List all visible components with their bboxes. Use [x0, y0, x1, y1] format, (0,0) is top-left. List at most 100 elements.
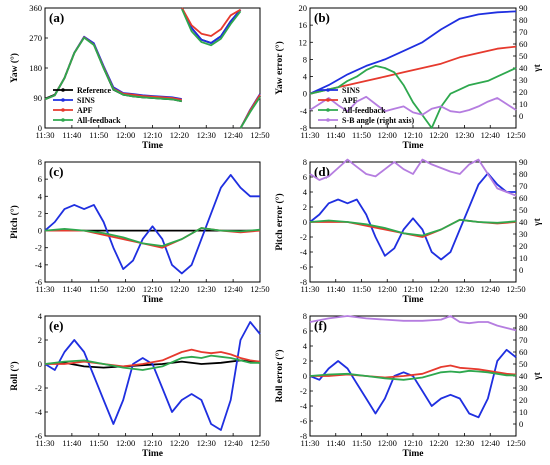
- series-line-sins: [309, 348, 517, 419]
- y-right-tick-label: 10: [519, 407, 528, 417]
- legend-label-s-b-angle-right-axis: S-B angle (right axis): [342, 116, 415, 125]
- x-tick-label: 11:40: [326, 284, 345, 294]
- x-tick-label: 12:20: [429, 284, 448, 294]
- y-right-tick-label: 0: [519, 419, 523, 429]
- y-tick-label: 0: [38, 226, 42, 236]
- x-tick-label: 12:40: [223, 130, 242, 140]
- x-tick-label: 11:30: [300, 284, 319, 294]
- y-tick-label: -8: [300, 431, 307, 441]
- y-tick-label: 8: [38, 157, 42, 167]
- legend-marker-all-feedback: [61, 118, 65, 122]
- y-tick-label: -4: [300, 247, 308, 257]
- y-right-tick-label: 20: [519, 241, 528, 251]
- y-right-tick-label: 60: [519, 193, 528, 203]
- y-tick-label: 8: [303, 157, 307, 167]
- y-tick-label: 6: [303, 326, 307, 336]
- x-tick-label: 12:50: [506, 438, 525, 448]
- x-axis-title: Time: [142, 295, 163, 305]
- x-tick-label: 12:30: [197, 130, 216, 140]
- y-tick-label: 6: [38, 174, 42, 184]
- y-tick-label: -2: [300, 386, 307, 396]
- y-tick-label: 2: [303, 202, 307, 212]
- panel-d-label: (d): [314, 164, 330, 179]
- y-axis-title: Roll (°): [9, 361, 20, 390]
- y-right-tick-label: 60: [519, 347, 528, 357]
- panel-b: 11:30 11:40 11:50 12:00 12:10 12:20 12:30 12:40…: [274, 3, 543, 151]
- panel-b-label: (b): [314, 10, 330, 25]
- x-tick-label: 12:20: [170, 130, 189, 140]
- y-tick-label: 0: [303, 89, 307, 99]
- y-right-tick-label: 30: [519, 383, 528, 393]
- y-right-tick-label: 60: [519, 39, 528, 49]
- y-tick-label: 90: [34, 93, 43, 103]
- series-line-sins: [309, 10, 517, 95]
- x-tick-label: 11:30: [35, 284, 54, 294]
- y-tick-label: 8: [303, 54, 307, 64]
- x-tick-label: 12:40: [481, 284, 500, 294]
- panel-b-frame: [309, 7, 517, 129]
- y-right-tick-label: 90: [519, 3, 528, 13]
- y-tick-label: -2: [35, 383, 42, 393]
- series-line-all-feedback: [44, 354, 260, 371]
- y-tick-label: 4: [38, 311, 43, 321]
- y-axis-title: Yaw error (°): [274, 41, 285, 95]
- y-right-tick-label: 30: [519, 75, 528, 85]
- x-tick-label: 11:40: [62, 130, 81, 140]
- x-tick-label: 12:00: [116, 284, 135, 294]
- x-tick-label: 12:20: [170, 438, 189, 448]
- y-tick-label: 0: [38, 359, 42, 369]
- x-tick-label: 11:40: [62, 438, 81, 448]
- x-tick-label: 12:00: [116, 438, 135, 448]
- series-line-all-feedback: [44, 227, 261, 247]
- panel-c: 11:30 11:40 11:50 12:00 12:10 12:20 12:30 12:40…: [9, 157, 270, 305]
- x-tick-label: 12:40: [223, 284, 242, 294]
- x-tick-label: 11:40: [326, 438, 345, 448]
- x-tick-label: 11:50: [352, 438, 371, 448]
- y-tick-label: -8: [300, 123, 307, 133]
- x-tick-label: 12:00: [378, 284, 397, 294]
- x-tick-label: 12:10: [143, 130, 162, 140]
- series-line-all-feedback: [309, 369, 516, 381]
- y-tick-label: -6: [300, 416, 307, 426]
- y-right-tick-label: 0: [519, 265, 523, 275]
- x-tick-label: 11:50: [89, 284, 108, 294]
- y-right-tick-label: 80: [519, 15, 528, 25]
- y-axis-title: Roll error (°): [274, 349, 285, 402]
- y-tick-label: -4: [300, 401, 308, 411]
- x-tick-label: 12:30: [455, 284, 474, 294]
- x-tick-label: 12:50: [250, 284, 269, 294]
- y-right-axis-title: γt: [533, 63, 543, 72]
- y-right-tick-label: 50: [519, 205, 528, 215]
- y-tick-label: 180: [29, 63, 42, 73]
- legend-marker-apf: [326, 98, 330, 102]
- y-right-axis-title: γt: [533, 371, 543, 380]
- y-tick-label: 0: [38, 123, 42, 133]
- y-tick-label: 0: [303, 371, 307, 381]
- x-tick-label: 12:40: [481, 130, 500, 140]
- y-tick-label: -4: [35, 260, 43, 270]
- y-right-tick-label: 90: [519, 157, 528, 167]
- x-tick-label: 11:30: [35, 130, 54, 140]
- y-axis-title: Pitch (°): [9, 205, 20, 239]
- y-tick-label: -4: [300, 106, 308, 116]
- y-tick-label: 4: [303, 187, 308, 197]
- series-line-all-feedback: [44, 8, 261, 129]
- y-right-tick-label: 20: [519, 395, 528, 405]
- y-tick-label: 8: [303, 311, 307, 321]
- y-right-tick-label: 40: [519, 371, 528, 381]
- x-tick-label: 11:50: [352, 284, 371, 294]
- y-right-axis-title: γt: [533, 217, 543, 226]
- y-tick-label: 4: [303, 341, 308, 351]
- x-tick-label: 12:30: [455, 438, 474, 448]
- legend-marker-sins: [326, 88, 330, 92]
- legend-label-all-feedback: All-feedback: [342, 106, 386, 115]
- x-tick-label: 11:50: [89, 438, 108, 448]
- x-tick-label: 12:00: [116, 130, 135, 140]
- x-tick-label: 12:00: [378, 438, 397, 448]
- panel-f-label: (f): [314, 318, 327, 333]
- x-tick-label: 12:20: [429, 438, 448, 448]
- x-tick-label: 12:40: [223, 438, 242, 448]
- panel-a-label: (a): [49, 10, 64, 25]
- panel-f: 11:30 11:40 11:50 12:00 12:10 12:20 12:30 12:40…: [274, 311, 543, 459]
